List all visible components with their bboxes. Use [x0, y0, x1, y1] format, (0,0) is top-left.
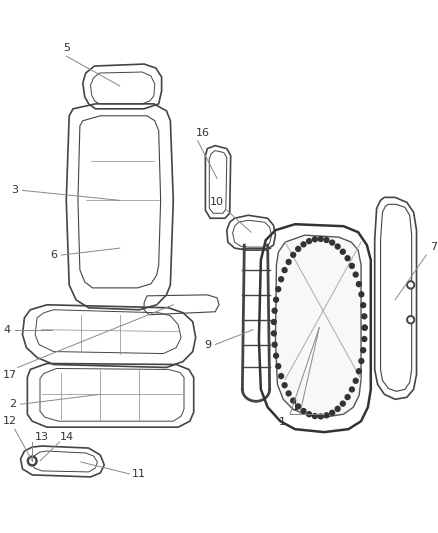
Circle shape	[407, 281, 415, 289]
Text: 17: 17	[3, 370, 17, 381]
Circle shape	[27, 456, 37, 466]
Circle shape	[307, 239, 311, 244]
Circle shape	[272, 319, 276, 325]
Text: 6: 6	[50, 250, 57, 260]
Circle shape	[361, 348, 366, 353]
Circle shape	[307, 412, 311, 417]
Circle shape	[279, 277, 283, 282]
Text: 2: 2	[9, 399, 16, 409]
Circle shape	[357, 369, 361, 374]
Circle shape	[359, 359, 364, 364]
Circle shape	[350, 263, 354, 269]
Circle shape	[274, 353, 279, 358]
Circle shape	[312, 414, 317, 418]
Circle shape	[362, 336, 367, 342]
Circle shape	[409, 318, 413, 322]
Circle shape	[409, 283, 413, 287]
Text: 13: 13	[35, 432, 49, 442]
Text: 16: 16	[195, 128, 209, 138]
Circle shape	[362, 325, 367, 330]
Circle shape	[335, 244, 340, 249]
Circle shape	[301, 408, 306, 414]
Circle shape	[357, 281, 361, 287]
Circle shape	[312, 237, 317, 242]
Circle shape	[301, 242, 306, 247]
Circle shape	[353, 378, 358, 383]
Circle shape	[272, 342, 277, 347]
Circle shape	[361, 303, 366, 308]
Circle shape	[335, 406, 340, 411]
Circle shape	[272, 308, 277, 313]
Circle shape	[318, 237, 323, 241]
Circle shape	[350, 387, 354, 392]
Text: 12: 12	[3, 416, 17, 426]
Circle shape	[340, 401, 345, 406]
Text: 11: 11	[132, 469, 146, 479]
Circle shape	[362, 314, 367, 319]
Circle shape	[324, 413, 329, 418]
Circle shape	[272, 331, 276, 336]
Text: 7: 7	[431, 242, 438, 252]
Circle shape	[276, 364, 281, 369]
Circle shape	[291, 398, 296, 403]
Text: 3: 3	[11, 185, 18, 196]
Text: 4: 4	[4, 325, 11, 335]
Text: 5: 5	[63, 43, 70, 53]
Circle shape	[286, 260, 291, 264]
Circle shape	[330, 240, 335, 245]
Circle shape	[353, 272, 358, 277]
Circle shape	[345, 394, 350, 400]
Circle shape	[296, 404, 300, 409]
Text: 1: 1	[291, 402, 298, 412]
Circle shape	[282, 268, 287, 272]
Circle shape	[276, 287, 281, 292]
Circle shape	[359, 292, 364, 297]
Circle shape	[362, 325, 367, 330]
Circle shape	[340, 249, 345, 254]
Text: 14: 14	[60, 432, 74, 442]
Text: 10: 10	[210, 197, 224, 207]
Circle shape	[296, 246, 300, 252]
Circle shape	[324, 238, 329, 243]
Circle shape	[345, 256, 350, 261]
Circle shape	[286, 391, 291, 396]
Circle shape	[274, 297, 279, 302]
Circle shape	[291, 252, 296, 257]
Circle shape	[318, 414, 323, 419]
Polygon shape	[276, 235, 361, 417]
Text: 1: 1	[279, 417, 286, 427]
Circle shape	[330, 410, 335, 415]
Text: 9: 9	[204, 340, 211, 350]
Circle shape	[282, 383, 287, 387]
Circle shape	[30, 458, 35, 464]
Circle shape	[279, 374, 283, 378]
Circle shape	[407, 316, 415, 324]
